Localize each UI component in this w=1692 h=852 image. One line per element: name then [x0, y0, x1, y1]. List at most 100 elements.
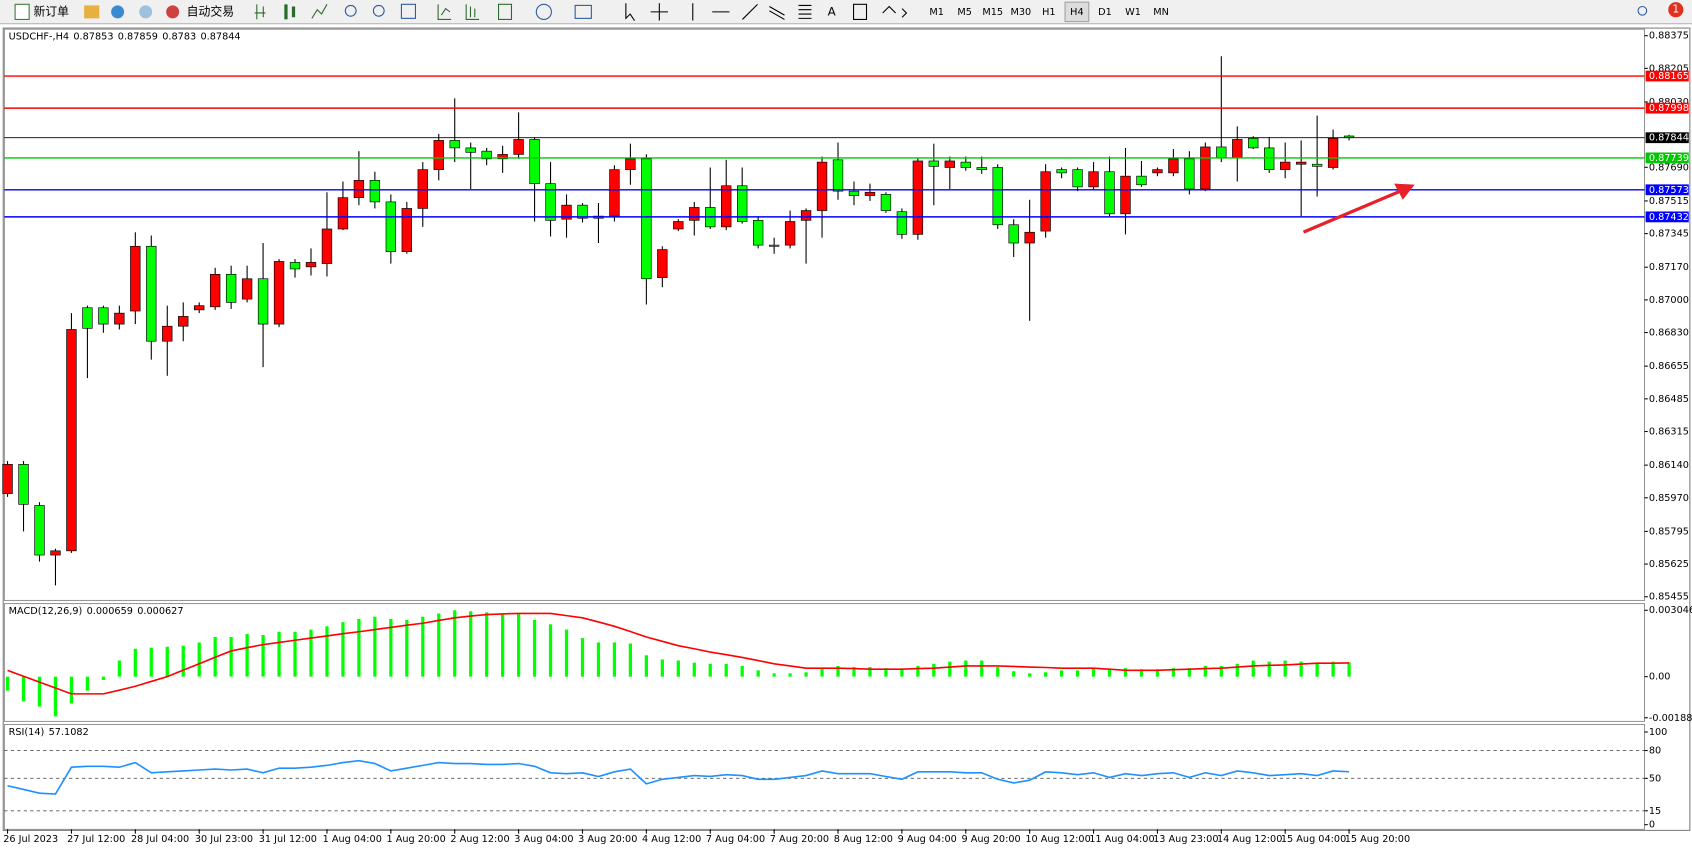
x-tick-label: 14 Aug 12:00 — [1217, 834, 1282, 845]
channel-icon[interactable] — [769, 6, 785, 20]
y-tick-label: 0.86140 — [1649, 460, 1689, 471]
candle-icon[interactable] — [284, 4, 296, 20]
candle-body — [976, 167, 987, 170]
ohlc-value: 0.87859 — [118, 32, 158, 43]
macd-bar — [373, 616, 377, 677]
candle-body — [752, 220, 764, 246]
candle-body — [2, 464, 13, 494]
timeframe-button[interactable]: MN — [1153, 7, 1169, 18]
macd-bar — [772, 673, 776, 677]
timeframe-button[interactable]: H1 — [1042, 7, 1055, 18]
y-tick-label: 0.88375 — [1649, 31, 1689, 42]
macd-bar — [596, 642, 601, 677]
shift-icon[interactable] — [465, 4, 480, 20]
macd-bar — [325, 626, 329, 677]
crosshair-icon[interactable] — [650, 3, 668, 21]
zoom-out-icon[interactable] — [372, 4, 385, 17]
timeframe-button[interactable]: D1 — [1098, 7, 1112, 18]
y-tick-label: 80 — [1649, 746, 1661, 757]
macd-bar — [932, 663, 936, 677]
indicators-icon[interactable] — [497, 3, 513, 20]
autoscroll-icon[interactable] — [437, 4, 452, 20]
current-price-label: 0.87844 — [1649, 133, 1689, 144]
macd-bar — [1203, 665, 1207, 677]
macd-bar — [548, 624, 553, 677]
macd-bar — [900, 669, 904, 677]
macd-bar — [516, 613, 521, 677]
text-tool[interactable]: A — [828, 4, 837, 18]
timeframe-button[interactable]: M30 — [1010, 7, 1031, 18]
timeframe-button[interactable]: W1 — [1125, 7, 1141, 18]
candle-body — [385, 201, 397, 252]
macd-bar — [1171, 668, 1176, 677]
macd-bar — [948, 661, 952, 677]
candle-body — [130, 245, 141, 312]
x-tick-label: 11 Aug 04:00 — [1089, 834, 1154, 845]
candle-body — [401, 208, 412, 252]
candle-body — [721, 185, 732, 228]
x-tick-label: 31 Jul 12:00 — [259, 834, 317, 845]
periods-icon[interactable] — [535, 3, 552, 20]
macd-bar — [644, 655, 648, 677]
candle-body — [497, 154, 508, 160]
timeframe-button[interactable]: M5 — [957, 7, 972, 18]
y-tick-label: 0.85970 — [1649, 493, 1689, 504]
x-tick-label: 9 Aug 20:00 — [961, 834, 1020, 845]
y-tick-label: 0.88030 — [1649, 97, 1689, 108]
macd-bar — [501, 613, 505, 677]
candle-body — [114, 312, 125, 325]
auto-trading-button[interactable]: 自动交易 — [187, 4, 234, 18]
candle-body — [848, 190, 860, 196]
timeframe-button[interactable]: H4 — [1070, 7, 1083, 18]
candles — [2, 56, 1355, 586]
trendline-icon[interactable] — [742, 3, 758, 20]
candle-body — [1280, 161, 1291, 170]
candle-body — [273, 261, 285, 325]
candle-body — [1024, 231, 1035, 244]
candle-body — [162, 325, 173, 342]
arrows-icon[interactable] — [882, 5, 908, 18]
level-label-bg — [1645, 152, 1689, 164]
timeframe-button[interactable]: M1 — [929, 7, 944, 18]
macd-bar — [564, 629, 569, 677]
line-chart-icon[interactable] — [311, 4, 328, 19]
fibo-icon[interactable] — [798, 4, 812, 19]
macd-bar — [1012, 671, 1016, 677]
search-icon[interactable] — [1637, 5, 1648, 16]
templates-icon[interactable] — [574, 4, 592, 19]
tool-icon[interactable] — [139, 5, 153, 19]
macd-bar — [868, 667, 872, 677]
candle-body — [433, 140, 444, 170]
notification-badge[interactable] — [1668, 2, 1684, 18]
y-tick-label: 0.003046 — [1649, 605, 1692, 616]
toolbar: 新订单 自动交易 A — [0, 0, 1692, 25]
macd-bar — [197, 642, 201, 677]
y-tick-label: 0.86655 — [1649, 361, 1689, 372]
tool-icon[interactable] — [84, 5, 100, 19]
zoom-in-icon[interactable] — [344, 4, 357, 17]
macd-bar — [660, 659, 664, 677]
x-tick-label: 1 Aug 04:00 — [323, 834, 382, 845]
bar-chart-icon[interactable] — [254, 4, 266, 20]
candle-body — [1136, 175, 1147, 186]
macd-bar — [165, 646, 169, 677]
x-tick-label: 2 Aug 12:00 — [450, 834, 509, 845]
y-tick-label: 100 — [1649, 727, 1668, 738]
candle-body — [257, 278, 269, 325]
candle-body — [1184, 158, 1195, 190]
timeframe-button[interactable]: M15 — [982, 7, 1003, 18]
new-order-button[interactable]: 新订单 — [33, 4, 69, 18]
candle-body — [513, 139, 524, 155]
candle-body — [1295, 161, 1307, 165]
label-icon[interactable] — [853, 3, 868, 20]
macd-bar — [580, 638, 585, 677]
macd-bar — [341, 622, 345, 677]
tile-icon[interactable] — [400, 3, 416, 19]
auto-trading-icon[interactable] — [166, 5, 180, 19]
macd-bar — [245, 633, 249, 677]
candle-body — [1120, 175, 1131, 215]
tool-icon[interactable] — [111, 5, 125, 19]
cursor-icon[interactable] — [625, 3, 635, 21]
candle-body — [417, 169, 428, 209]
new-order-icon[interactable] — [14, 3, 30, 20]
